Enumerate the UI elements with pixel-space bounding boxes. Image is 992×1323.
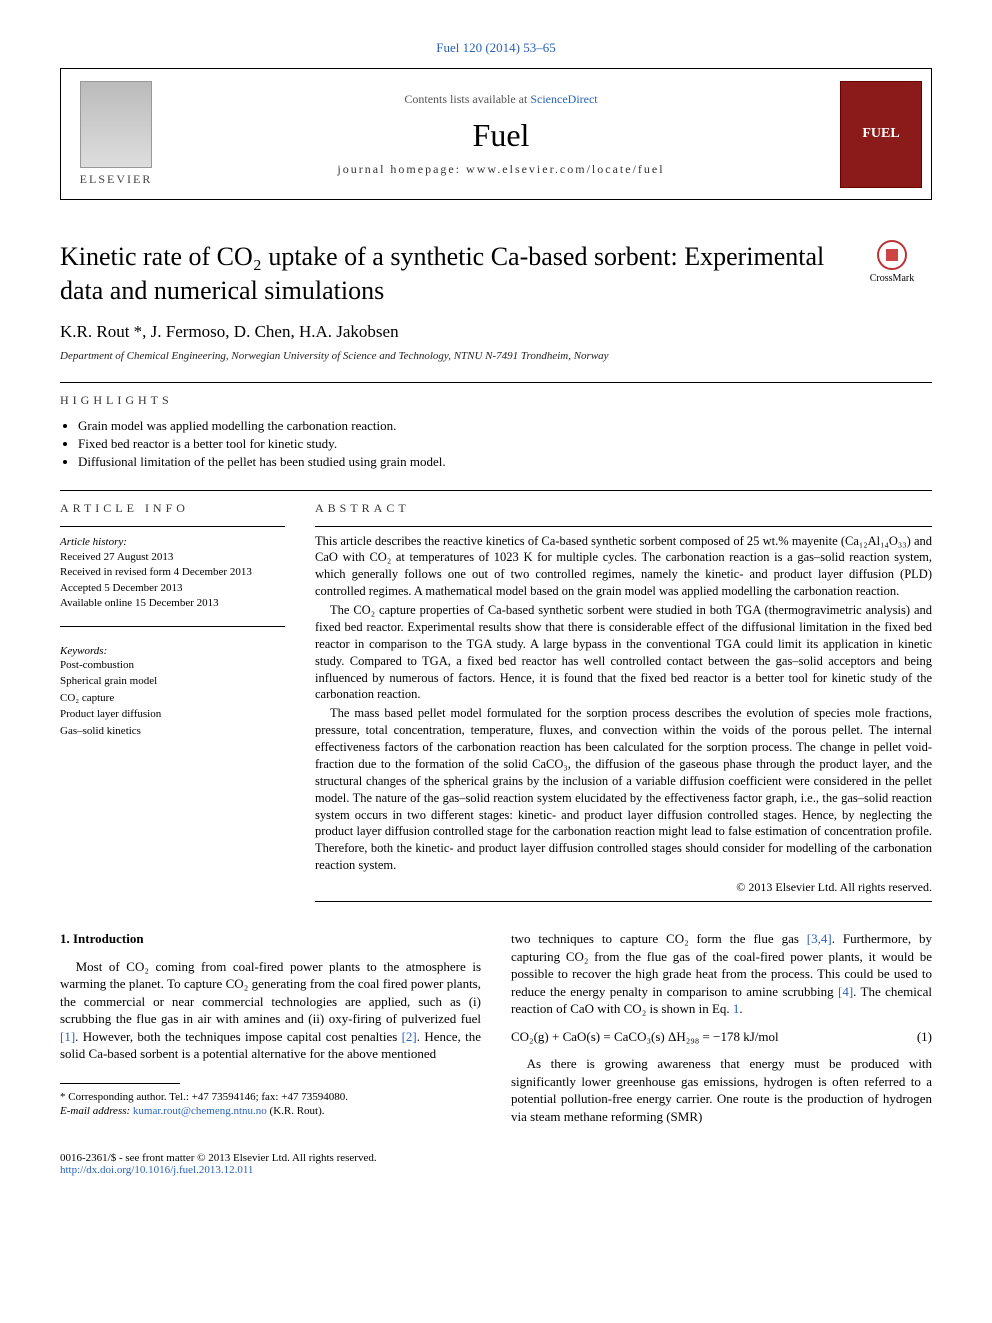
footnote-corr: * Corresponding author. Tel.: +47 735941… <box>60 1090 481 1104</box>
body-left-column: 1. Introduction Most of CO₂ coming from … <box>60 930 481 1125</box>
article-info-column: ARTICLE INFO Article history: Received 2… <box>60 501 285 903</box>
keyword: CO₂ capture <box>60 690 285 707</box>
email-suffix: (K.R. Rout). <box>267 1105 325 1117</box>
divider <box>60 382 932 383</box>
crossmark-badge[interactable]: CrossMark <box>852 240 932 284</box>
history-item: Received in revised form 4 December 2013 <box>60 565 285 580</box>
body-paragraph: two techniques to capture CO₂ form the f… <box>511 930 932 1018</box>
body-right-column: two techniques to capture CO₂ form the f… <box>511 930 932 1125</box>
ref-link[interactable]: [2] <box>402 1029 417 1044</box>
abstract-text: This article describes the reactive kine… <box>315 533 932 875</box>
elsevier-logo[interactable]: ELSEVIER <box>61 69 171 199</box>
divider <box>315 901 932 902</box>
bottom-matter: 0016-2361/$ - see front matter © 2013 El… <box>60 1152 932 1176</box>
keyword: Gas–solid kinetics <box>60 723 285 740</box>
highlight-item: Diffusional limitation of the pellet has… <box>78 454 932 470</box>
keywords-title: Keywords: <box>60 645 285 657</box>
divider <box>60 626 285 627</box>
history-item: Accepted 5 December 2013 <box>60 581 285 596</box>
ref-link[interactable]: [3,4] <box>807 931 832 946</box>
abstract-paragraph: This article describes the reactive kine… <box>315 533 932 601</box>
journal-header: ELSEVIER Contents lists available at Sci… <box>60 68 932 200</box>
abstract-copyright: © 2013 Elsevier Ltd. All rights reserved… <box>315 880 932 895</box>
history-item: Available online 15 December 2013 <box>60 596 285 611</box>
journal-cover[interactable]: FUEL <box>831 69 931 199</box>
equation-number: (1) <box>902 1028 932 1046</box>
email-label: E-mail address: <box>60 1105 133 1117</box>
elsevier-label: ELSEVIER <box>80 172 153 187</box>
divider <box>60 490 932 491</box>
crossmark-icon <box>877 240 907 270</box>
journal-homepage: journal homepage: www.elsevier.com/locat… <box>181 162 821 177</box>
intro-heading: 1. Introduction <box>60 930 481 948</box>
equation-body: CO₂(g) + CaO(s) = CaCO₃(s) ΔH₂₉₈ = −178 … <box>511 1028 902 1046</box>
highlights-heading: HIGHLIGHTS <box>60 393 932 408</box>
crossmark-label: CrossMark <box>870 273 914 284</box>
history-item: Received 27 August 2013 <box>60 550 285 565</box>
keyword: Product layer diffusion <box>60 706 285 723</box>
journal-name: Fuel <box>181 117 821 154</box>
authors: K.R. Rout *, J. Fermoso, D. Chen, H.A. J… <box>60 322 932 342</box>
corresponding-author-footnote: * Corresponding author. Tel.: +47 735941… <box>60 1090 481 1119</box>
abstract-column: ABSTRACT This article describes the reac… <box>315 501 932 903</box>
keyword: Spherical grain model <box>60 673 285 690</box>
highlights-list: Grain model was applied modelling the ca… <box>60 418 932 470</box>
article-title: Kinetic rate of CO₂ uptake of a syntheti… <box>60 240 832 308</box>
highlight-item: Grain model was applied modelling the ca… <box>78 418 932 434</box>
article-info-heading: ARTICLE INFO <box>60 501 285 516</box>
issn-line: 0016-2361/$ - see front matter © 2013 El… <box>60 1152 932 1164</box>
footnote-separator <box>60 1083 180 1084</box>
body-paragraph: Most of CO₂ coming from coal-fired power… <box>60 958 481 1063</box>
keyword: Post-combustion <box>60 657 285 674</box>
affiliation: Department of Chemical Engineering, Norw… <box>60 350 932 362</box>
ref-link[interactable]: [4] <box>838 984 853 999</box>
journal-reference[interactable]: Fuel 120 (2014) 53–65 <box>60 40 932 56</box>
abstract-paragraph: The mass based pellet model formulated f… <box>315 705 932 874</box>
equation: CO₂(g) + CaO(s) = CaCO₃(s) ΔH₂₉₈ = −178 … <box>511 1028 932 1046</box>
body-paragraph: As there is growing awareness that energ… <box>511 1055 932 1125</box>
contents-text: Contents lists available at <box>404 92 530 106</box>
abstract-heading: ABSTRACT <box>315 501 932 516</box>
doi-link[interactable]: http://dx.doi.org/10.1016/j.fuel.2013.12… <box>60 1164 253 1176</box>
abstract-paragraph: The CO₂ capture properties of Ca-based s… <box>315 602 932 703</box>
contents-list-line: Contents lists available at ScienceDirec… <box>181 92 821 107</box>
email-link[interactable]: kumar.rout@chemeng.ntnu.no <box>133 1105 267 1117</box>
sciencedirect-link[interactable]: ScienceDirect <box>530 92 597 106</box>
highlight-item: Fixed bed reactor is a better tool for k… <box>78 436 932 452</box>
divider <box>315 526 932 527</box>
article-history-title: Article history: <box>60 535 285 550</box>
divider <box>60 526 285 527</box>
ref-link[interactable]: [1] <box>60 1029 75 1044</box>
elsevier-tree-icon <box>80 81 152 168</box>
header-center: Contents lists available at ScienceDirec… <box>171 82 831 187</box>
journal-cover-image: FUEL <box>840 81 922 188</box>
